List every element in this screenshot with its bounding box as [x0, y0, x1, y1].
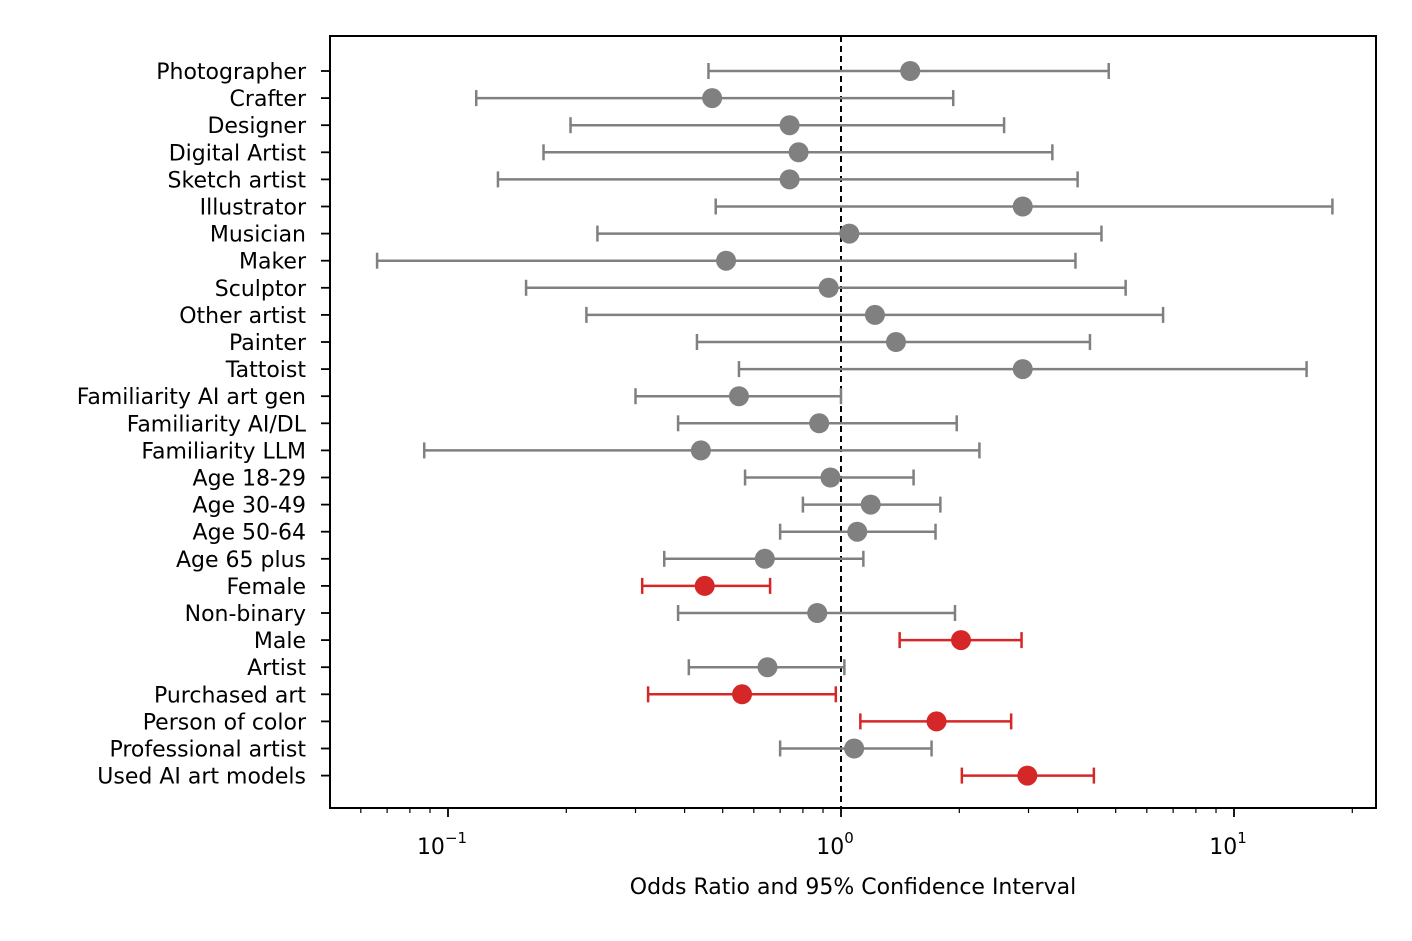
odds-ratio-point	[807, 603, 828, 623]
odds-ratio-point	[754, 548, 775, 569]
x-axis-title: Odds Ratio and 95% Confidence Interval	[630, 875, 1076, 900]
odds-ratio-point	[847, 521, 868, 542]
category-label: Age 50-64	[193, 521, 306, 546]
odds-ratio-point	[732, 684, 753, 705]
forest-row: Artist	[247, 656, 846, 681]
x-tick-exponent: 0	[844, 829, 854, 847]
forest-row: Female	[226, 575, 772, 600]
category-label: Age 65 plus	[176, 548, 306, 573]
category-label: Used AI art models	[97, 765, 306, 790]
forest-row: Purchased art	[154, 683, 838, 708]
category-label: Musician	[210, 223, 306, 248]
odds-ratio-point	[728, 386, 749, 407]
odds-ratio-point	[1012, 196, 1033, 217]
odds-ratio-point	[690, 440, 711, 461]
category-label: Maker	[239, 250, 307, 275]
odds-ratio-point	[820, 467, 841, 488]
forest-row: Sculptor	[215, 277, 1127, 302]
forest-row: Familiarity AI/DL	[127, 412, 958, 437]
odds-ratio-point	[788, 142, 809, 163]
x-tick-label: 10−1	[417, 829, 467, 860]
category-label: Painter	[229, 331, 307, 356]
forest-row: Crafter	[230, 87, 955, 112]
category-label: Female	[226, 575, 306, 600]
x-tick-label: 100	[816, 829, 854, 860]
odds-ratio-point	[926, 711, 947, 732]
category-label: Familiarity LLM	[141, 439, 306, 464]
forest-row: Familiarity AI art gen	[77, 385, 843, 410]
forest-row: Tattoist	[225, 358, 1308, 383]
odds-ratio-point	[885, 332, 906, 352]
forest-row: Sketch artist	[168, 168, 1079, 193]
category-label: Illustrator	[200, 196, 307, 221]
x-tick-label: 101	[1209, 829, 1247, 860]
category-label: Familiarity AI art gen	[77, 385, 306, 410]
category-label: Non-binary	[185, 602, 306, 627]
forest-row: Non-binary	[185, 602, 957, 627]
forest-row: Age 30-49	[193, 494, 942, 519]
category-label: Artist	[247, 656, 306, 681]
odds-ratio-point	[900, 61, 921, 81]
forest-row: Other artist	[179, 304, 1165, 329]
category-label: Person of color	[143, 710, 307, 735]
odds-ratio-point	[1017, 765, 1038, 786]
plot-frame	[329, 35, 1377, 809]
category-label: Familiarity AI/DL	[127, 412, 307, 437]
odds-ratio-point	[809, 413, 830, 434]
category-label: Sketch artist	[168, 168, 307, 193]
forest-row: Digital Artist	[169, 141, 1054, 166]
category-label: Digital Artist	[169, 141, 307, 166]
category-label: Male	[254, 629, 306, 654]
category-label: Purchased art	[154, 683, 306, 708]
forest-row: Painter	[229, 331, 1092, 356]
category-label: Age 30-49	[193, 494, 306, 519]
odds-ratio-point	[757, 657, 778, 678]
odds-ratio-point	[716, 250, 737, 271]
category-label: Designer	[207, 114, 306, 139]
forest-row: Familiarity LLM	[141, 439, 981, 464]
category-label: Age 18-29	[193, 467, 306, 492]
odds-ratio-point	[779, 115, 800, 136]
odds-ratio-point	[864, 304, 885, 325]
forest-row: Photographer	[156, 60, 1110, 85]
forest-row: Age 50-64	[193, 521, 937, 546]
odds-ratio-point	[702, 88, 723, 109]
forest-row: Age 18-29	[193, 467, 915, 492]
category-label: Professional artist	[109, 738, 306, 763]
category-label: Tattoist	[225, 358, 307, 383]
forest-row: Used AI art models	[97, 765, 1096, 790]
forest-row: Designer	[207, 114, 1006, 139]
odds-ratio-point	[951, 630, 972, 651]
category-label: Sculptor	[215, 277, 307, 302]
forest-row: Illustrator	[200, 196, 1334, 221]
odds-ratio-point	[860, 494, 881, 515]
odds-ratio-point	[1012, 359, 1033, 380]
forest-row: Professional artist	[109, 738, 933, 763]
forest-row: Male	[254, 629, 1023, 654]
category-label: Crafter	[230, 87, 307, 112]
odds-ratio-point	[779, 169, 800, 190]
x-tick-exponent: 1	[1237, 829, 1247, 847]
x-tick-exponent: −1	[445, 829, 467, 847]
odds-ratio-point	[844, 738, 865, 759]
forest-row: Age 65 plus	[176, 548, 865, 573]
forest-row: Musician	[210, 223, 1103, 248]
category-label: Other artist	[179, 304, 306, 329]
odds-ratio-point	[818, 277, 839, 298]
forest-row: Person of color	[143, 710, 1013, 735]
odds-ratio-point	[839, 223, 860, 244]
forest-row: Maker	[239, 250, 1077, 275]
odds-ratio-point	[694, 575, 715, 596]
category-label: Photographer	[156, 60, 307, 85]
